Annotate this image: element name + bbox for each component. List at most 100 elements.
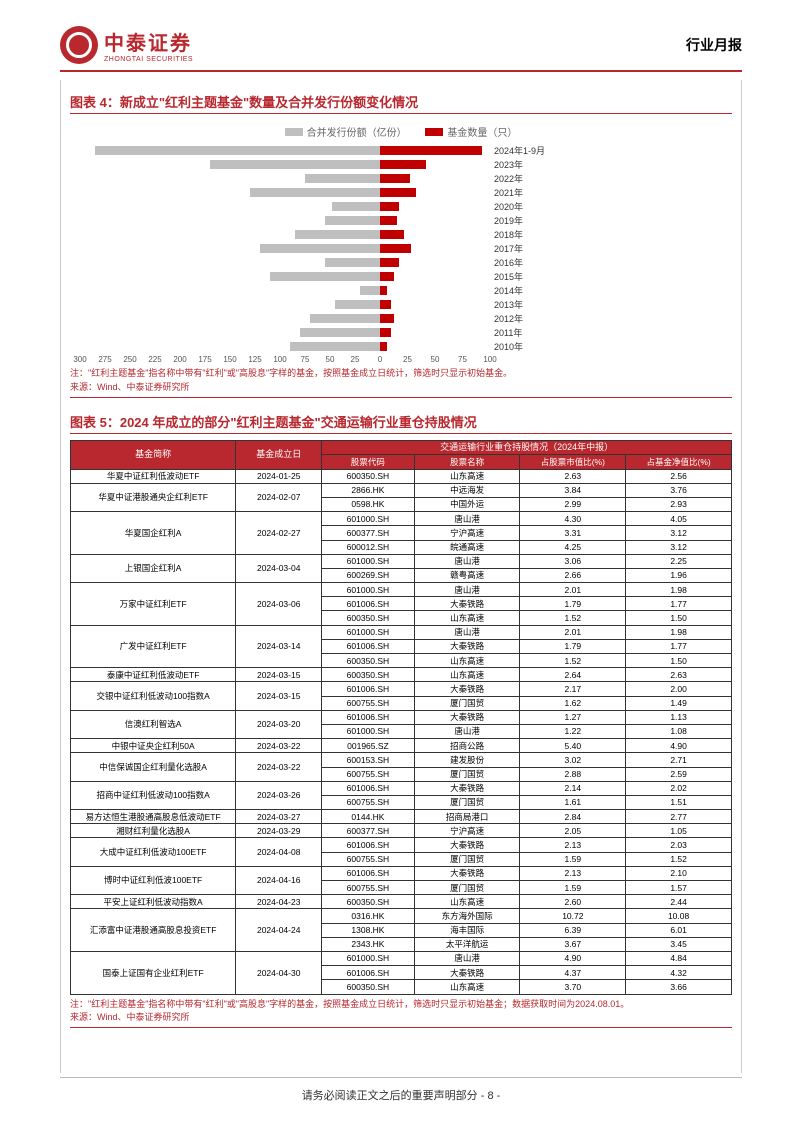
cell-stock-code: 0144.HK [322,810,415,824]
cell-stock-name: 招商公路 [414,739,520,753]
cell-incept-date: 2024-03-14 [236,625,322,668]
logo-cn: 中泰证券 [104,27,193,56]
cell-incept-date: 2024-03-27 [236,810,322,824]
logo-en: ZHONGTAI SECURITIES [104,56,193,63]
cell-incept-date: 2024-03-20 [236,710,322,738]
cell-nav-ratio: 1.05 [626,824,732,838]
cell-mkt-ratio: 5.40 [520,739,626,753]
cell-nav-ratio: 1.49 [626,696,732,710]
chart-row: 2020年 [80,199,722,213]
legend-left-label: 合并发行份额（亿份） [307,124,407,139]
cell-stock-code: 600012.SH [322,540,415,554]
cell-stock-name: 大秦铁路 [414,639,520,653]
cell-nav-ratio: 2.02 [626,781,732,795]
cell-incept-date: 2024-04-16 [236,866,322,894]
cell-stock-code: 0316.HK [322,909,415,923]
x-tick-right: 25 [403,355,412,364]
cell-stock-code: 601006.SH [322,866,415,880]
x-tick-left: 300 [73,355,86,364]
cell-stock-code: 601000.SH [322,724,415,738]
chart-row: 2023年 [80,157,722,171]
cell-mkt-ratio: 1.22 [520,724,626,738]
cell-stock-name: 大秦铁路 [414,838,520,852]
cell-fund-name: 平安上证红利低波动指数A [71,895,236,909]
cell-mkt-ratio: 2.84 [520,810,626,824]
cell-nav-ratio: 2.93 [626,497,732,511]
cell-mkt-ratio: 3.67 [520,937,626,951]
cell-incept-date: 2024-03-22 [236,753,322,781]
cell-mkt-ratio: 1.27 [520,710,626,724]
header-separator [60,70,742,72]
cell-stock-code: 0598.HK [322,497,415,511]
bar-left [325,216,380,225]
cell-incept-date: 2024-03-22 [236,739,322,753]
cell-incept-date: 2024-04-08 [236,838,322,866]
cell-stock-code: 2866.HK [322,483,415,497]
cell-mkt-ratio: 10.72 [520,909,626,923]
cell-stock-name: 厦门国贸 [414,696,520,710]
cell-nav-ratio: 2.56 [626,469,732,483]
year-label: 2012年 [494,312,523,325]
cell-stock-name: 太平洋航运 [414,937,520,951]
cell-stock-code: 600755.SH [322,881,415,895]
table-row: 招商中证红利低波动100指数A2024-03-26601006.SH大秦铁路2.… [71,781,732,795]
year-label: 2021年 [494,186,523,199]
cell-mkt-ratio: 4.30 [520,512,626,526]
cell-stock-name: 厦门国贸 [414,795,520,809]
figure4-chart: 合并发行份额（亿份） 基金数量（只） 2024年1-9月2023年2022年20… [70,120,732,367]
cell-stock-code: 600269.SH [322,568,415,582]
cell-incept-date: 2024-03-15 [236,682,322,710]
x-tick-left: 175 [198,355,211,364]
cell-nav-ratio: 6.01 [626,923,732,937]
figure4-title: 图表 4：新成立"红利主题基金"数量及合并发行份额变化情况 [70,92,742,111]
x-tick-left: 225 [148,355,161,364]
year-label: 2020年 [494,200,523,213]
table-row: 中银中证央企红利50A2024-03-22001965.SZ招商公路5.404.… [71,739,732,753]
cell-fund-name: 国泰上证国有企业红利ETF [71,951,236,994]
cell-stock-name: 大秦铁路 [414,866,520,880]
left-bar-wrap [80,342,380,351]
bar-right [380,300,391,309]
chart-row: 2012年 [80,311,722,325]
cell-mkt-ratio: 1.62 [520,696,626,710]
figure4-rows: 2024年1-9月2023年2022年2021年2020年2019年2018年2… [80,143,722,353]
right-bar-wrap [380,286,490,295]
cell-incept-date: 2024-03-15 [236,668,322,682]
cell-nav-ratio: 1.98 [626,625,732,639]
cell-stock-code: 2343.HK [322,937,415,951]
table-row: 中信保诚国企红利量化选股A2024-03-22600153.SH建发股份3.02… [71,753,732,767]
th-name: 股票名称 [414,455,520,469]
cell-nav-ratio: 1.51 [626,795,732,809]
chart-row: 2019年 [80,213,722,227]
left-bar-wrap [80,300,380,309]
cell-mkt-ratio: 1.59 [520,852,626,866]
cell-stock-name: 唐山港 [414,583,520,597]
bar-left [260,244,380,253]
cell-mkt-ratio: 2.01 [520,583,626,597]
cell-stock-name: 厦门国贸 [414,881,520,895]
cell-nav-ratio: 1.50 [626,654,732,668]
cell-mkt-ratio: 2.63 [520,469,626,483]
cell-mkt-ratio: 3.06 [520,554,626,568]
left-bar-wrap [80,328,380,337]
th-sup: 交通运输行业重仓持股情况（2024年中报） [322,440,732,455]
table-row: 泰康中证红利低波动ETF2024-03-15600350.SH山东高速2.642… [71,668,732,682]
cell-mkt-ratio: 6.39 [520,923,626,937]
footer-text: 请务必阅读正文之后的重要声明部分 [302,1090,478,1102]
chart-row: 2011年 [80,325,722,339]
logo-icon [60,26,98,64]
cell-mkt-ratio: 3.84 [520,483,626,497]
cell-stock-code: 600350.SH [322,654,415,668]
th-fund-name: 基金简称 [71,440,236,469]
cell-stock-code: 601000.SH [322,951,415,965]
cell-incept-date: 2024-04-23 [236,895,322,909]
cell-nav-ratio: 3.12 [626,540,732,554]
logo-block: 中泰证券 ZHONGTAI SECURITIES [60,26,193,64]
cell-nav-ratio: 2.03 [626,838,732,852]
table-row: 交银中证红利低波动100指数A2024-03-15601006.SH大秦铁路2.… [71,682,732,696]
chart-row: 2015年 [80,269,722,283]
cell-fund-name: 华夏中证红利低波动ETF [71,469,236,483]
right-bar-wrap [380,230,490,239]
cell-stock-name: 厦门国贸 [414,852,520,866]
bar-left [310,314,380,323]
